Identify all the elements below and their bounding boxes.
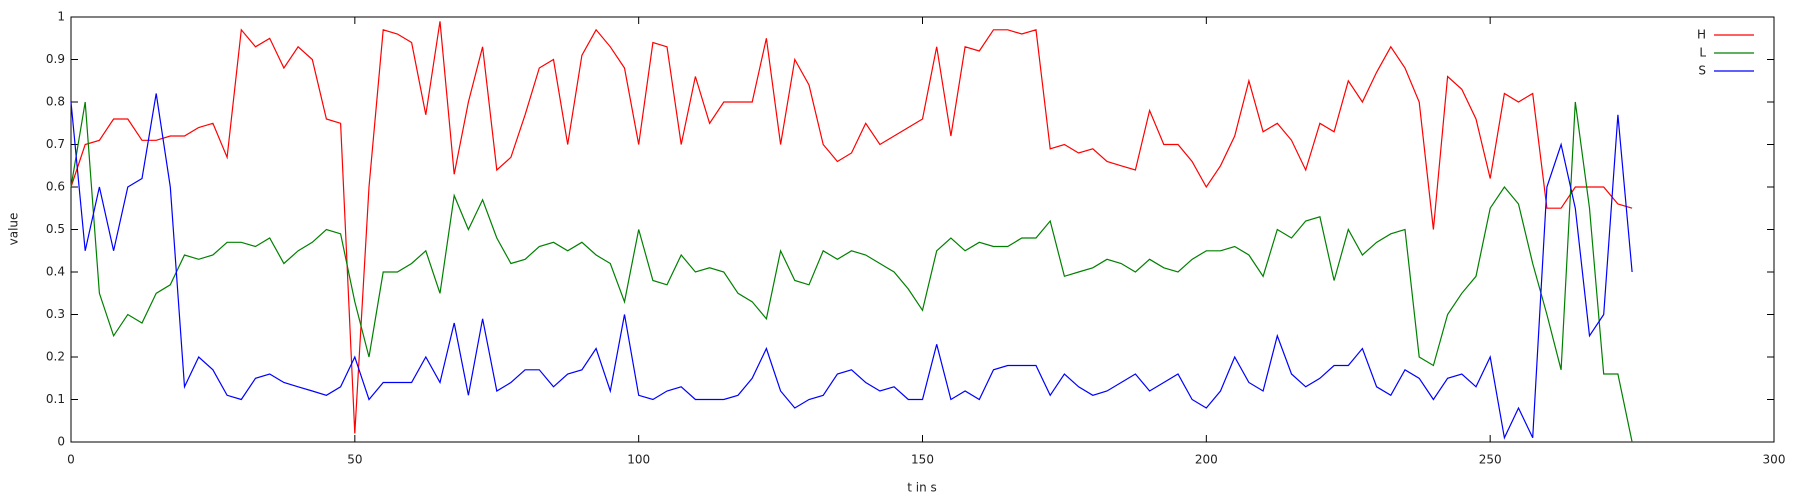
y-tick-label: 0.4 xyxy=(46,265,65,279)
x-tick-label: 100 xyxy=(627,453,650,467)
series-line xyxy=(70,21,1633,434)
y-tick-label: 0.6 xyxy=(46,180,65,194)
y-axis-label: value xyxy=(7,213,21,246)
x-tick-label: 50 xyxy=(347,453,362,467)
x-tick-label: 0 xyxy=(67,453,75,467)
y-tick-label: 0.5 xyxy=(46,222,65,236)
x-tick-label: 250 xyxy=(1479,453,1502,467)
y-tick-label: 0.3 xyxy=(46,307,65,321)
series-line xyxy=(70,101,1633,443)
y-tick-label: 0.7 xyxy=(46,137,65,151)
y-tick-label: 0.1 xyxy=(46,392,65,406)
x-tick-label: 150 xyxy=(911,453,934,467)
legend-label: H xyxy=(1697,28,1706,42)
series-line xyxy=(70,93,1633,440)
y-tick-label: 0.8 xyxy=(46,95,65,109)
legend-label: L xyxy=(1699,46,1706,60)
x-tick-label: 200 xyxy=(1195,453,1218,467)
y-tick-label: 0.2 xyxy=(46,350,65,364)
x-axis-label: t in s xyxy=(907,481,937,495)
x-tick-label: 300 xyxy=(1763,453,1786,467)
y-tick-label: 0.9 xyxy=(46,52,65,66)
legend-label: S xyxy=(1698,64,1706,78)
y-tick-label: 0 xyxy=(57,435,65,449)
y-tick-label: 1 xyxy=(57,10,65,24)
